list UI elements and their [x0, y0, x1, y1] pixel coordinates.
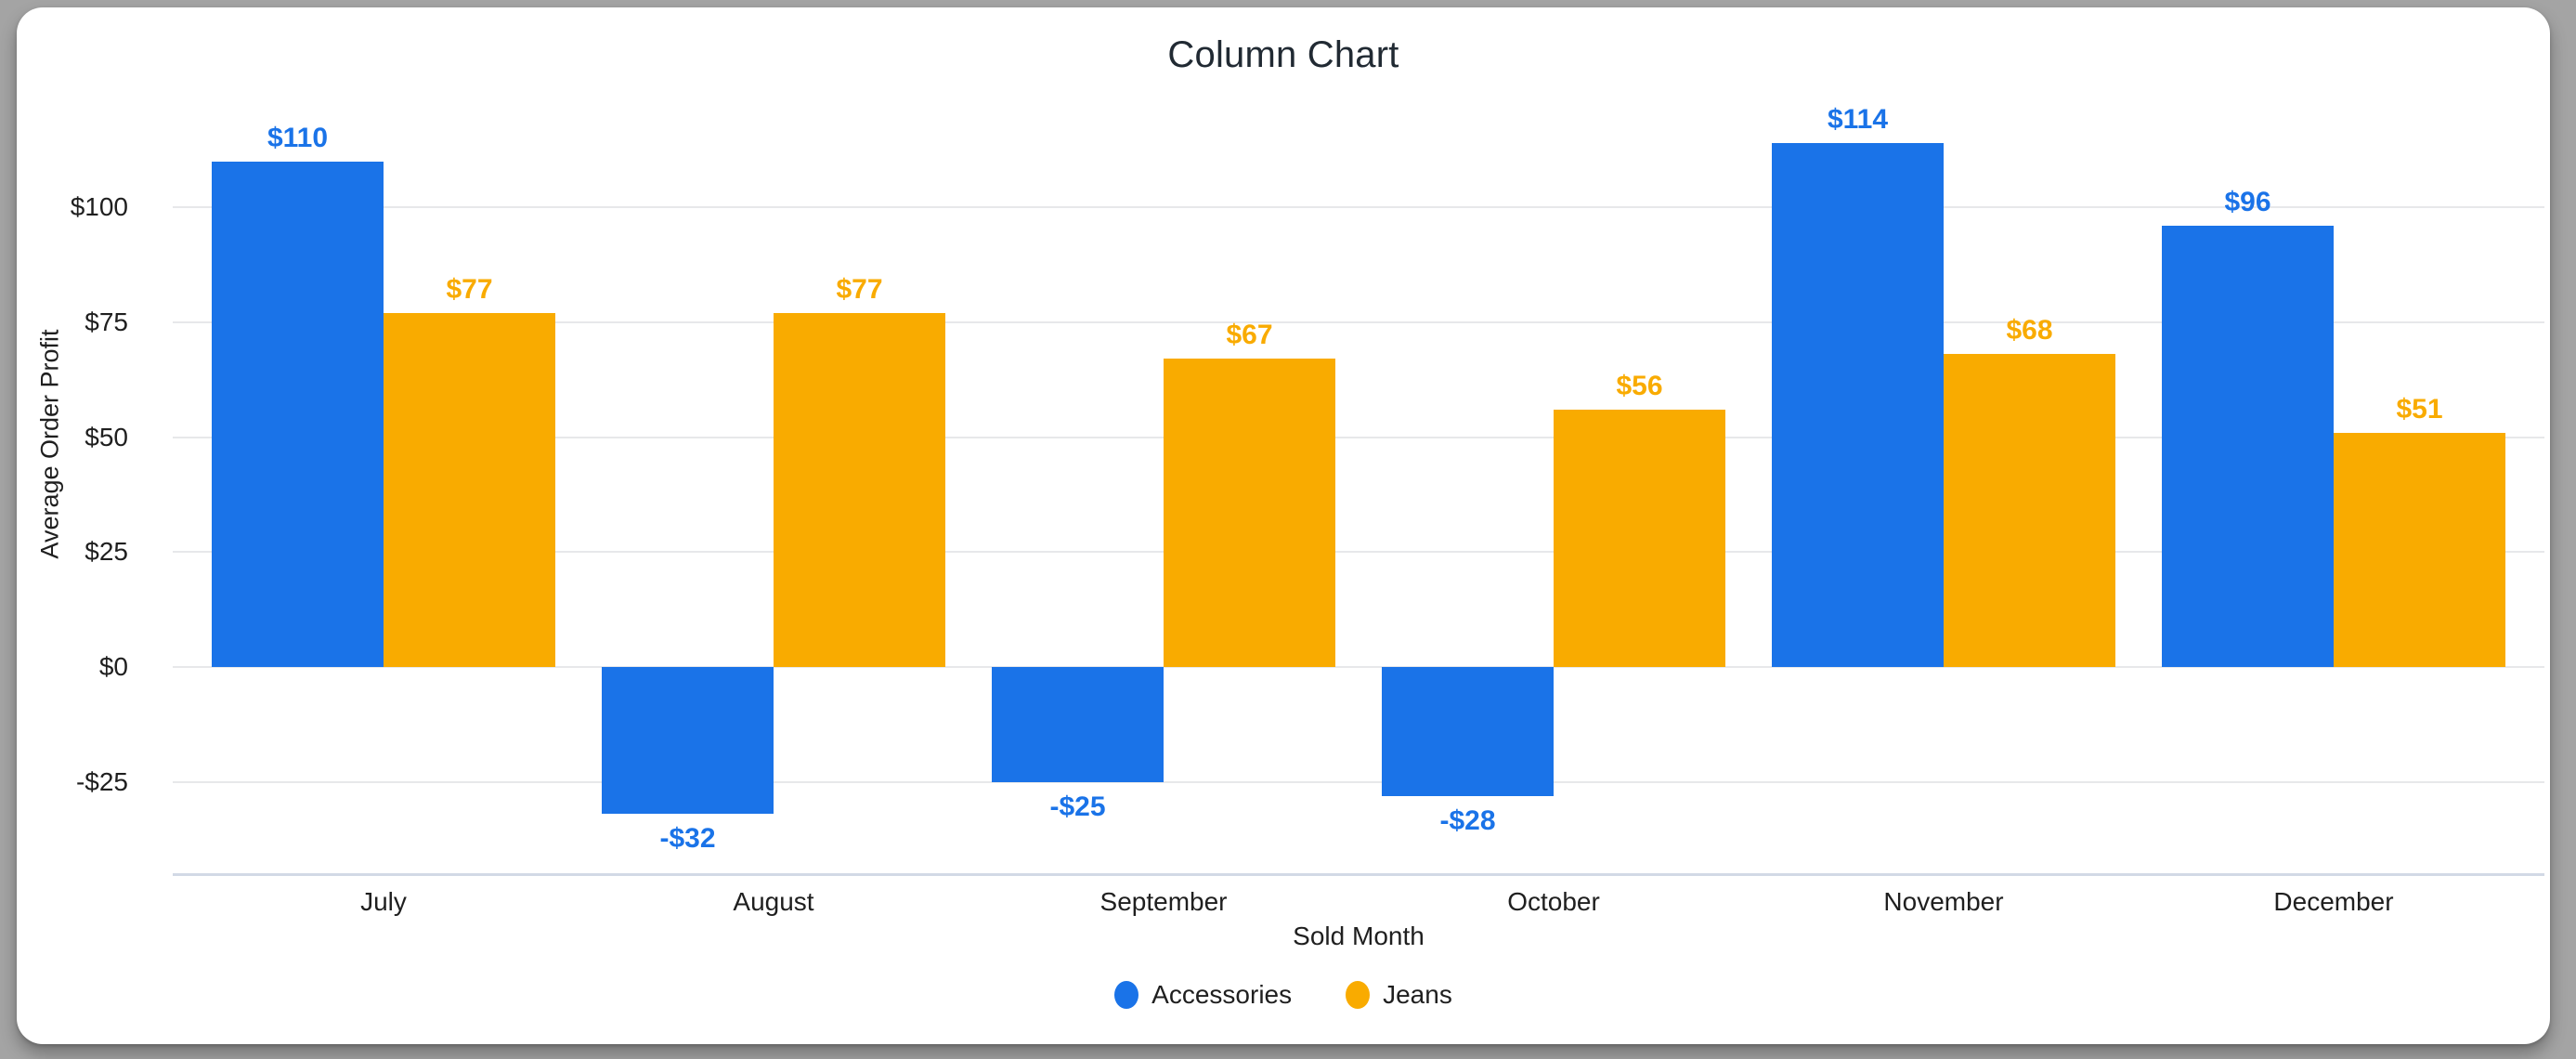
legend-item-jeans[interactable]: Jeans: [1346, 980, 1452, 1010]
bar-value-label: $114: [1827, 103, 1889, 135]
bar-accessories-august[interactable]: [602, 667, 774, 815]
x-tick-label-november: November: [1883, 887, 2004, 916]
x-axis-line: [173, 873, 2544, 876]
x-tick-label-august: August: [733, 887, 814, 916]
bar-value-label: -$25: [1049, 791, 1106, 822]
bar-jeans-october[interactable]: [1554, 409, 1725, 667]
y-tick-label: $100: [70, 192, 128, 221]
bar-jeans-july[interactable]: [384, 312, 555, 667]
legend-label: Jeans: [1383, 980, 1452, 1009]
bar-accessories-september[interactable]: [992, 667, 1164, 782]
bar-value-label: -$32: [659, 823, 716, 855]
legend-label: Accessories: [1151, 980, 1293, 1009]
chart-legend: Accessories Jeans: [17, 980, 2550, 1010]
y-tick-label: $0: [98, 652, 128, 681]
chart-title: Column Chart: [1167, 34, 1399, 75]
bar-value-label: $96: [2224, 186, 2271, 217]
bar-accessories-october[interactable]: [1382, 667, 1554, 796]
bar-jeans-december[interactable]: [2334, 432, 2505, 667]
legend-dot-icon: [1114, 981, 1139, 1009]
bar-accessories-november[interactable]: [1772, 142, 1944, 667]
bar-jeans-november[interactable]: [1944, 354, 2115, 667]
bar-value-label: $77: [446, 273, 493, 305]
bar-value-label: $67: [1226, 320, 1273, 351]
bar-accessories-july[interactable]: [212, 161, 384, 667]
bar-value-label: -$28: [1439, 804, 1496, 836]
bar-value-label: $110: [267, 122, 329, 153]
gridline: [173, 206, 2544, 208]
legend-dot-icon: [1346, 981, 1371, 1009]
gridline: [173, 436, 2544, 438]
x-tick-label-july: July: [360, 887, 407, 916]
gridline: [173, 780, 2544, 783]
chart-card: Column Chart Average Order Profit $100 $7…: [17, 7, 2550, 1044]
bar-value-label: $68: [2006, 315, 2053, 346]
bar-accessories-december[interactable]: [2162, 225, 2334, 667]
x-axis-title: Sold Month: [1293, 922, 1425, 950]
bar-jeans-august[interactable]: [774, 312, 945, 667]
bar-value-label: $77: [836, 273, 883, 305]
gridline: [173, 320, 2544, 323]
y-tick-label: $75: [85, 307, 128, 336]
x-tick-label-october: October: [1507, 887, 1600, 916]
y-tick-label: $50: [85, 422, 128, 451]
bar-value-label: $51: [2396, 393, 2443, 425]
gridline: [173, 666, 2544, 668]
bar-jeans-september[interactable]: [1164, 359, 1335, 667]
y-tick-label: -$25: [75, 766, 128, 796]
y-tick-label: $25: [85, 537, 128, 567]
bar-value-label: $56: [1616, 370, 1663, 401]
x-tick-label-december: December: [2273, 887, 2394, 916]
gridline: [173, 551, 2544, 554]
x-tick-label-september: September: [1099, 887, 1228, 916]
legend-item-accessories[interactable]: Accessories: [1114, 980, 1292, 1010]
